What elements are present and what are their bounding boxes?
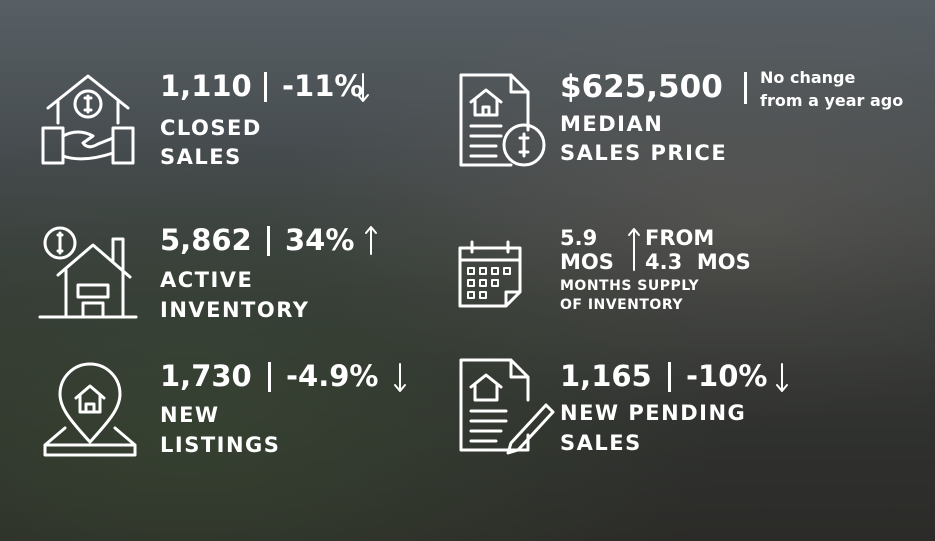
new-listings-icon [43,362,137,457]
arrow-up [365,226,377,255]
stat-note: from a year ago [760,91,904,110]
separator [744,72,747,104]
stat-label: OF INVENTORY [560,297,683,313]
stat-label: SALES PRICE [560,141,728,165]
stat-label: NEW [160,403,220,427]
from-value: 4.3 MOS [645,250,751,274]
stat-value: 5.9 [560,226,598,250]
stat-value: 1,730 [160,359,252,393]
stat-label: NEW PENDING [560,401,747,425]
pending-sales-icon [459,358,555,455]
stat-value: 5,862 [160,223,252,257]
arrow-up [628,228,640,271]
closed-sales-icon [41,74,135,165]
separator [268,362,271,392]
separator [668,362,671,392]
stat-label: ACTIVE [160,268,254,292]
stat-change: -10% [686,359,768,393]
separator [264,72,267,102]
arrow-down [357,73,369,102]
stat-label: LISTINGS [160,433,281,457]
arrow-down [776,363,788,392]
stat-label: SALES [560,431,642,455]
stat-label: SALES [160,145,242,169]
stat-value: MOS [560,250,614,274]
stat-value: 1,110 [160,69,252,103]
stat-label: MEDIAN [560,112,664,136]
calendar-icon [458,240,522,308]
stat-note: No change [760,68,856,87]
from-value: FROM [645,226,715,250]
stat-label: MONTHS SUPPLY [560,278,700,294]
stat-label: CLOSED [160,116,262,140]
stat-label: INVENTORY [160,298,310,322]
separator [267,226,270,256]
stat-change: -11% [282,69,364,103]
stat-change: 34% [285,223,355,257]
stat-change: -4.9% [286,359,379,393]
arrow-down [394,363,406,392]
active-inventory-icon [38,226,138,319]
median-price-icon [459,73,546,167]
stat-value: $625,500 [560,69,723,105]
stat-value: 1,165 [560,359,652,393]
